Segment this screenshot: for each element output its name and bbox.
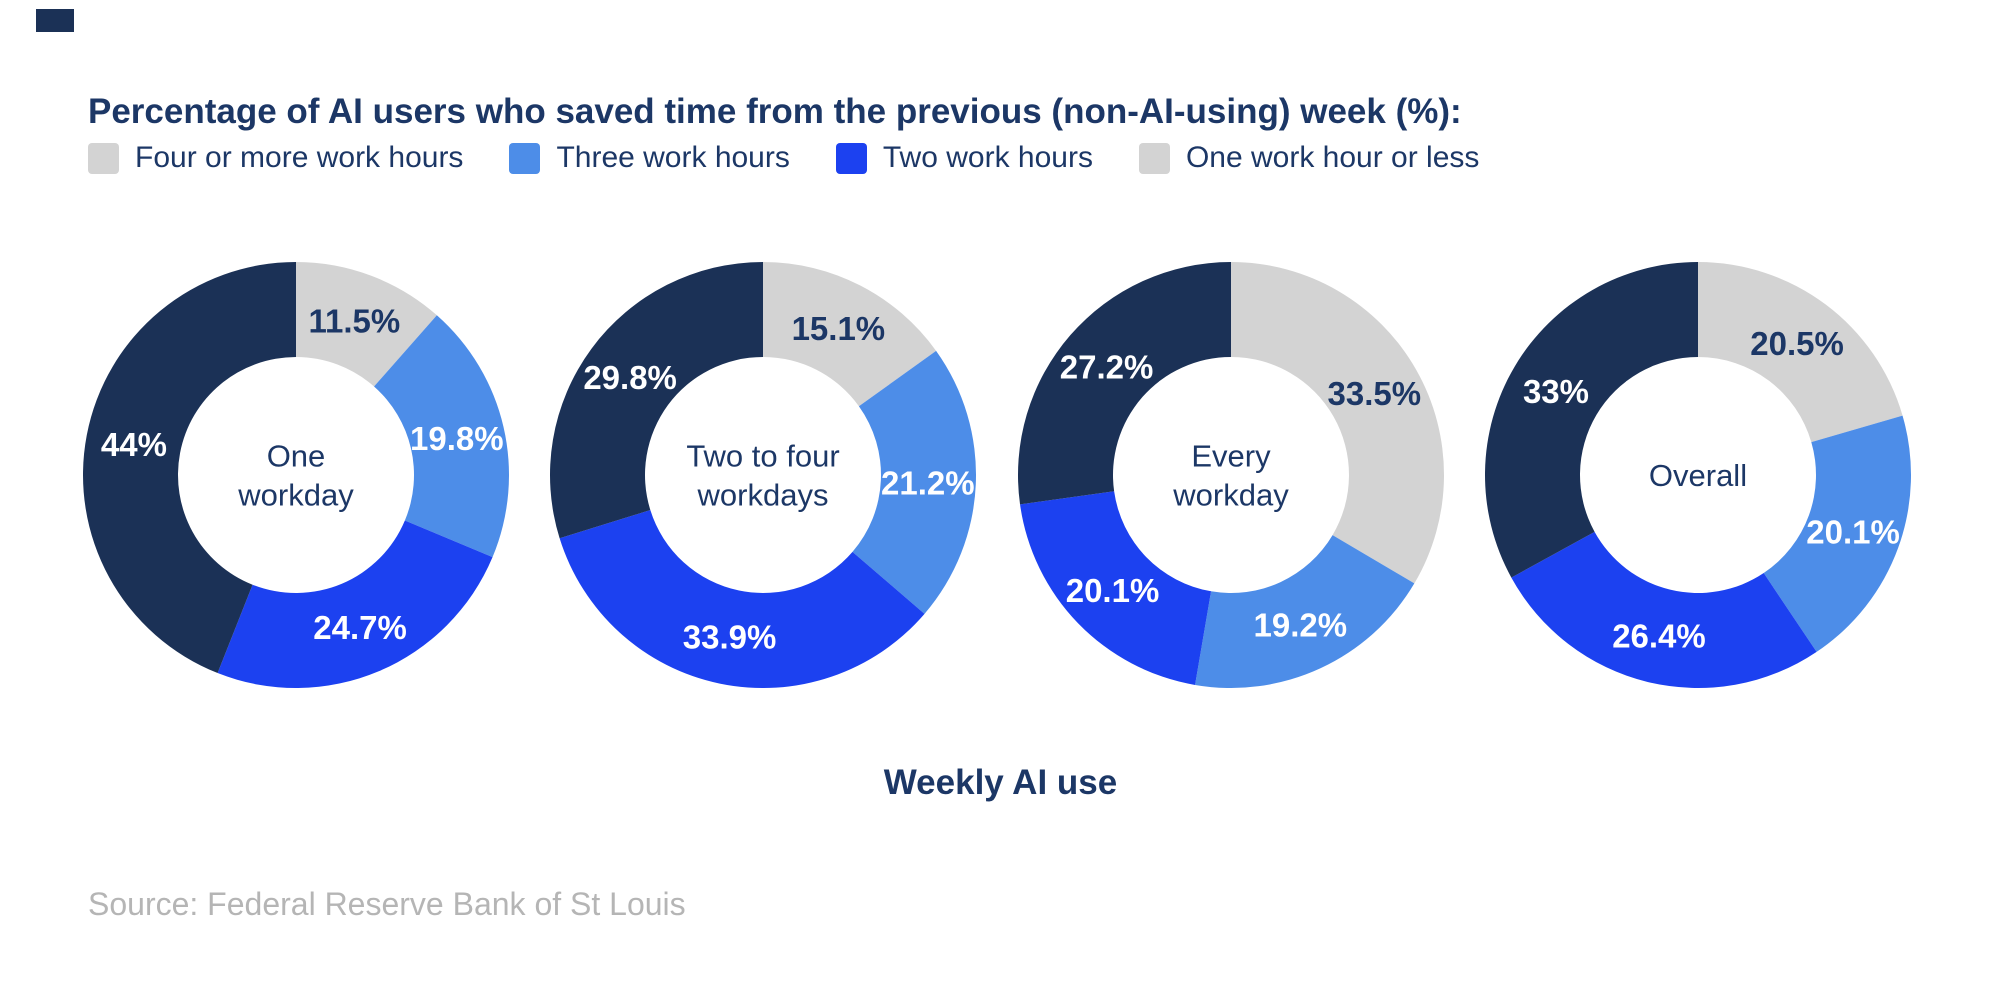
legend-item-one-hour-or-less: One work hour or less bbox=[1138, 141, 1480, 175]
legend-swatch-icon bbox=[88, 142, 119, 174]
donut-slice bbox=[1763, 415, 1911, 652]
donut-svg: 15.1% 21.2% 33.9% 29.8% Two to four workdays bbox=[550, 262, 977, 688]
donut-slice bbox=[852, 350, 977, 614]
slice-value-label: 19.8% bbox=[410, 420, 504, 457]
donut-slice bbox=[550, 262, 764, 539]
slice-value-label: 24.7% bbox=[313, 609, 407, 646]
slice-value-label: 26.4% bbox=[1612, 617, 1706, 654]
slice-value-label: 29.8% bbox=[584, 359, 678, 396]
legend-swatch-icon bbox=[1138, 142, 1170, 174]
donut-slice bbox=[374, 315, 509, 558]
donut-slice bbox=[1230, 262, 1444, 584]
donut-slice bbox=[1194, 535, 1414, 688]
donut-svg: 20.5% 20.1% 26.4% 33% Overall bbox=[1484, 262, 1911, 688]
legend-swatch-icon bbox=[509, 142, 541, 174]
slice-value-label: 15.1% bbox=[792, 310, 886, 347]
slice-value-label: 20.1% bbox=[1806, 513, 1900, 550]
donut-svg: 33.5% 19.2% 20.1% 27.2% Every workday bbox=[1017, 262, 1444, 688]
slice-value-label: 33.5% bbox=[1327, 375, 1421, 412]
donut-chart-every-workday: 33.5% 19.2% 20.1% 27.2% Every workday bbox=[1017, 262, 1444, 688]
donut-slice bbox=[217, 520, 493, 688]
legend: Four or more work hours Three work hours… bbox=[88, 141, 1479, 175]
donut-slice bbox=[82, 262, 296, 674]
legend-item-three-hours: Three work hours bbox=[509, 141, 790, 175]
donut-slice bbox=[296, 262, 437, 387]
donut-center-label: Two to four workdays bbox=[687, 439, 840, 513]
legend-label: Three work hours bbox=[556, 141, 790, 174]
donut-slice bbox=[559, 510, 925, 688]
donut-center-label: One workday bbox=[237, 439, 354, 513]
donut-slice bbox=[1017, 262, 1231, 505]
slice-value-label: 20.5% bbox=[1750, 325, 1844, 362]
donut-svg: 11.5% 19.8% 24.7% 44% One workday bbox=[82, 262, 509, 688]
source-note: Source: Federal Reserve Bank of St Louis bbox=[88, 886, 686, 922]
x-axis-label: Weekly AI use bbox=[883, 763, 1118, 802]
donut-charts-row: 11.5% 19.8% 24.7% 44% One workday 15.1% 21.2% 3… bbox=[82, 262, 1911, 688]
slice-value-label: 21.2% bbox=[881, 464, 975, 501]
brand-mark bbox=[36, 9, 74, 32]
slice-value-label: 27.2% bbox=[1059, 349, 1153, 386]
donut-chart-one-workday: 11.5% 19.8% 24.7% 44% One workday bbox=[82, 262, 509, 688]
slice-value-label: 11.5% bbox=[308, 303, 400, 340]
donut-slice bbox=[1697, 262, 1903, 443]
slice-value-label: 20.1% bbox=[1065, 572, 1159, 609]
donut-chart-overall: 20.5% 20.1% 26.4% 33% Overall bbox=[1484, 262, 1911, 688]
donut-slice bbox=[763, 262, 937, 407]
legend-label: Four or more work hours bbox=[135, 141, 464, 174]
slice-value-label: 33.9% bbox=[683, 619, 777, 656]
donut-chart-two-to-four-workdays: 15.1% 21.2% 33.9% 29.8% Two to four workdays bbox=[550, 262, 977, 688]
donut-slice bbox=[1511, 531, 1817, 688]
slice-value-label: 33% bbox=[1523, 373, 1589, 410]
donut-center-label: Every workday bbox=[1172, 439, 1289, 513]
slice-value-label: 19.2% bbox=[1253, 607, 1347, 644]
legend-item-four-or-more-hours: Four or more work hours bbox=[88, 141, 463, 175]
chart-title: Percentage of AI users who saved time fr… bbox=[88, 92, 1462, 132]
donut-center-label: Overall bbox=[1649, 458, 1747, 493]
slice-value-label: 44% bbox=[101, 426, 167, 463]
legend-swatch-icon bbox=[835, 142, 867, 174]
donut-slice bbox=[1019, 491, 1211, 685]
legend-label: Two work hours bbox=[882, 141, 1093, 174]
legend-item-two-hours: Two work hours bbox=[835, 141, 1093, 175]
legend-label: One work hour or less bbox=[1185, 141, 1480, 174]
donut-slice bbox=[1484, 262, 1698, 578]
